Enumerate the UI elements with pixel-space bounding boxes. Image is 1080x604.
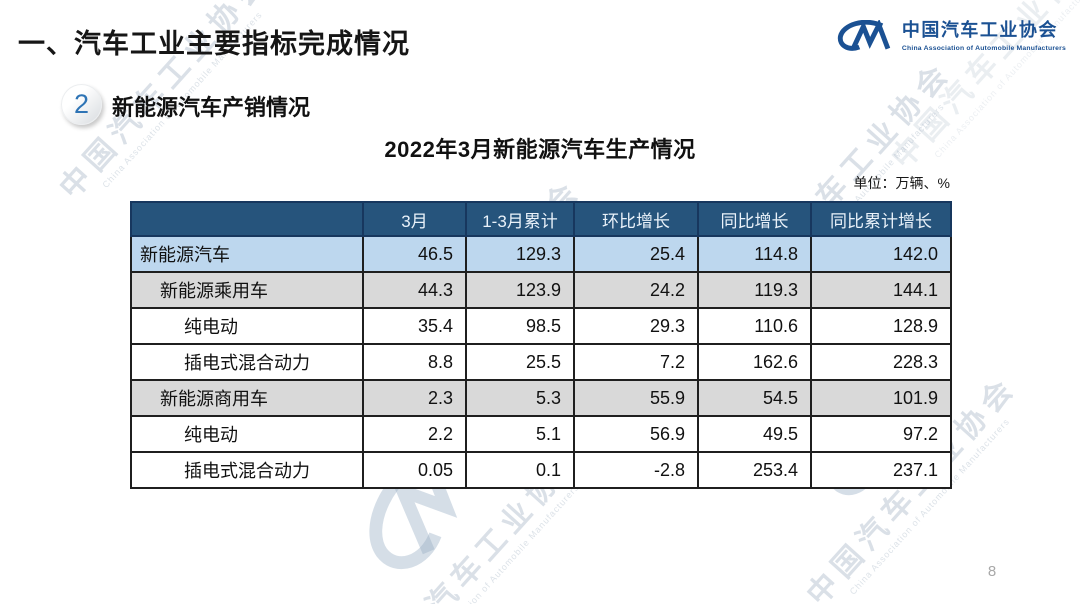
- cell: -2.8: [573, 451, 699, 489]
- header-cell: 1-3月累计: [465, 201, 575, 237]
- row-label: 新能源乘用车: [130, 271, 364, 309]
- cell: 128.9: [810, 307, 952, 345]
- logo-org-name-en: China Association of Automobile Manufact…: [901, 45, 1066, 52]
- caam-logo-icon: [836, 20, 894, 56]
- table-row: 插电式混合动力 8.8 25.5 7.2 162.6 228.3: [130, 343, 952, 381]
- cell: 25.5: [465, 343, 575, 381]
- cell: 98.5: [465, 307, 575, 345]
- cell: 5.1: [465, 415, 575, 453]
- cell: 0.1: [465, 451, 575, 489]
- table-row: 新能源乘用车 44.3 123.9 24.2 119.3 144.1: [130, 271, 952, 309]
- unit-note: 单位：万辆、%: [853, 175, 950, 191]
- cell: 25.4: [573, 235, 699, 273]
- cell: 110.6: [697, 307, 812, 345]
- cell: 46.5: [362, 235, 467, 273]
- table-row: 插电式混合动力 0.05 0.1 -2.8 253.4 237.1: [130, 451, 952, 489]
- header-cell: 同比累计增长: [810, 201, 952, 237]
- cell: 8.8: [362, 343, 467, 381]
- cell: 24.2: [573, 271, 699, 309]
- cell: 56.9: [573, 415, 699, 453]
- slide-title: 一、汽车工业主要指标完成情况: [18, 29, 410, 59]
- cell: 237.1: [810, 451, 952, 489]
- row-label: 纯电动: [130, 415, 364, 453]
- header-cell: 同比增长: [697, 201, 812, 237]
- cell: 35.4: [362, 307, 467, 345]
- table-row: 新能源商用车 2.3 5.3 55.9 54.5 101.9: [130, 379, 952, 417]
- header-cell: 3月: [362, 201, 467, 237]
- cell: 144.1: [810, 271, 952, 309]
- logo-org-name-cn: 中国汽车工业协会: [901, 20, 1058, 40]
- table-row: 纯电动 2.2 5.1 56.9 49.5 97.2: [130, 415, 952, 453]
- cell: 0.05: [362, 451, 467, 489]
- nev-production-table: 3月 1-3月累计 环比增长 同比增长 同比累计增长 新能源汽车 46.5 12…: [130, 201, 952, 489]
- row-label: 新能源汽车: [130, 235, 364, 273]
- row-label: 纯电动: [130, 307, 364, 345]
- cell: 54.5: [697, 379, 812, 417]
- page-number: 8: [987, 563, 997, 580]
- table-title: 2022年3月新能源汽车生产情况: [384, 137, 696, 162]
- cell: 2.3: [362, 379, 467, 417]
- header-cell-empty: [130, 201, 364, 237]
- header-cell: 环比增长: [573, 201, 699, 237]
- row-label: 插电式混合动力: [130, 451, 364, 489]
- cell: 228.3: [810, 343, 952, 381]
- table-header-row: 3月 1-3月累计 环比增长 同比增长 同比累计增长: [130, 201, 952, 237]
- cell: 29.3: [573, 307, 699, 345]
- cell: 97.2: [810, 415, 952, 453]
- cell: 44.3: [362, 271, 467, 309]
- cell: 5.3: [465, 379, 575, 417]
- cell: 49.5: [697, 415, 812, 453]
- cell: 129.3: [465, 235, 575, 273]
- row-label: 新能源商用车: [130, 379, 364, 417]
- cell: 253.4: [697, 451, 812, 489]
- row-label: 插电式混合动力: [130, 343, 364, 381]
- cell: 55.9: [573, 379, 699, 417]
- table-row: 纯电动 35.4 98.5 29.3 110.6 128.9: [130, 307, 952, 345]
- cell: 2.2: [362, 415, 467, 453]
- cell: 162.6: [697, 343, 812, 381]
- cell: 114.8: [697, 235, 812, 273]
- cell: 123.9: [465, 271, 575, 309]
- cell: 101.9: [810, 379, 952, 417]
- cell: 142.0: [810, 235, 952, 273]
- cell: 7.2: [573, 343, 699, 381]
- section-label: 新能源汽车产销情况: [112, 95, 311, 120]
- cell: 119.3: [697, 271, 812, 309]
- table-row: 新能源汽车 46.5 129.3 25.4 114.8 142.0: [130, 235, 952, 273]
- section-number-badge: 2: [61, 84, 102, 125]
- caam-logo: 中国汽车工业协会 China Association of Automobile…: [836, 16, 1066, 56]
